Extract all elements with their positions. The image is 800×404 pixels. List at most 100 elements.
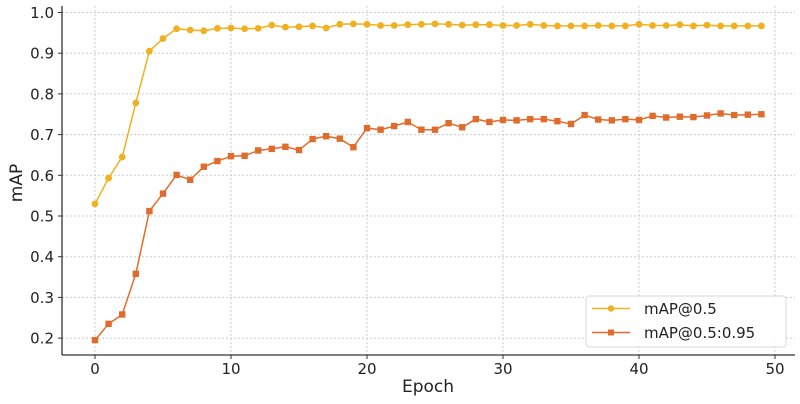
data-point (581, 22, 588, 30)
y-tick-label: 1.0 (30, 4, 54, 22)
data-point (635, 20, 643, 28)
y-tick-label: 0.9 (30, 45, 54, 63)
data-point (649, 112, 656, 120)
data-point (431, 126, 439, 133)
data-point (690, 22, 697, 30)
axis-ticks: 0.2 0.3 0.4 0.5 0.6 0.7 0.8 0.9 1.0 0 10 20 30 40 50 (30, 4, 784, 378)
y-tick-label: 0.7 (30, 126, 54, 144)
data-point (173, 25, 181, 33)
x-tick-label: 40 (629, 360, 648, 378)
circle-marker-icon (607, 305, 615, 312)
data-point (309, 135, 316, 143)
data-point (323, 133, 330, 140)
data-point (255, 147, 262, 154)
data-point (200, 27, 208, 35)
data-point (540, 115, 547, 123)
data-point (758, 22, 765, 30)
data-point (554, 22, 561, 30)
square-marker-icon (608, 329, 614, 336)
y-tick-label: 0.8 (30, 85, 54, 103)
data-point (663, 114, 670, 121)
data-point (132, 99, 140, 107)
data-point (513, 117, 520, 124)
data-point (404, 118, 411, 126)
x-tick-label: 30 (493, 360, 512, 378)
legend-label: mAP@0.5 (644, 300, 717, 318)
data-point (431, 20, 439, 28)
data-point (91, 336, 99, 344)
data-point (268, 21, 276, 29)
data-point (608, 22, 616, 30)
x-tick-label: 0 (90, 360, 100, 378)
y-tick-label: 0.6 (30, 167, 54, 185)
x-tick-label: 20 (357, 360, 376, 378)
data-point (350, 20, 357, 28)
data-point (567, 120, 575, 128)
data-point (336, 20, 344, 28)
data-point (690, 113, 697, 121)
legend: mAP@0.5 mAP@0.5:0.95 (585, 295, 787, 348)
data-point (214, 24, 221, 32)
data-point (105, 320, 112, 328)
data-point (187, 176, 194, 183)
data-point (91, 200, 99, 208)
plot-area (91, 20, 765, 344)
data-point (146, 47, 153, 55)
data-point (214, 157, 221, 165)
series-map50 (91, 20, 765, 208)
data-point (159, 35, 167, 42)
x-axis-label: Epoch (402, 377, 454, 397)
data-point (295, 146, 303, 154)
y-tick-label: 0.5 (30, 208, 54, 226)
data-point (227, 24, 235, 32)
series-line (94, 23, 762, 205)
legend-label: mAP@0.5:0.95 (644, 324, 755, 342)
data-point (567, 22, 575, 30)
data-point (241, 152, 248, 159)
data-point (418, 126, 425, 133)
series-map50-95 (91, 110, 765, 344)
data-point (268, 145, 275, 153)
data-point (499, 22, 507, 29)
legend-item-map50-95: mAP@0.5:0.95 (592, 324, 755, 342)
x-tick-label: 10 (221, 360, 240, 378)
data-point (622, 22, 629, 30)
data-point (703, 112, 711, 119)
data-point (390, 22, 398, 29)
data-point (744, 111, 751, 118)
x-tick-label: 50 (765, 360, 784, 378)
data-point (662, 22, 670, 29)
data-point (499, 116, 507, 124)
data-point (377, 126, 384, 133)
data-point (186, 26, 194, 34)
data-point (146, 207, 153, 215)
data-point (377, 22, 384, 29)
data-point (173, 171, 180, 179)
data-point (159, 190, 167, 197)
data-point (363, 20, 371, 28)
data-point (118, 153, 126, 161)
data-point (336, 135, 343, 142)
data-point (105, 174, 112, 182)
data-point (254, 24, 262, 32)
data-point (622, 115, 629, 123)
data-point (445, 120, 452, 127)
data-point (717, 110, 724, 117)
y-tick-label: 0.4 (30, 248, 54, 266)
data-point (282, 143, 289, 151)
data-point (676, 21, 684, 29)
data-point (282, 23, 289, 31)
data-point (350, 144, 357, 151)
legend-item-map50: mAP@0.5 (592, 300, 717, 318)
data-point (458, 21, 466, 29)
data-point (526, 20, 534, 28)
data-point (445, 20, 452, 28)
data-point (676, 113, 683, 120)
data-point (472, 21, 480, 29)
data-point (227, 152, 235, 160)
data-point (649, 22, 656, 29)
y-axis-label: mAP (7, 164, 27, 202)
data-point (363, 124, 371, 132)
data-point (513, 22, 520, 29)
data-point (594, 22, 602, 29)
